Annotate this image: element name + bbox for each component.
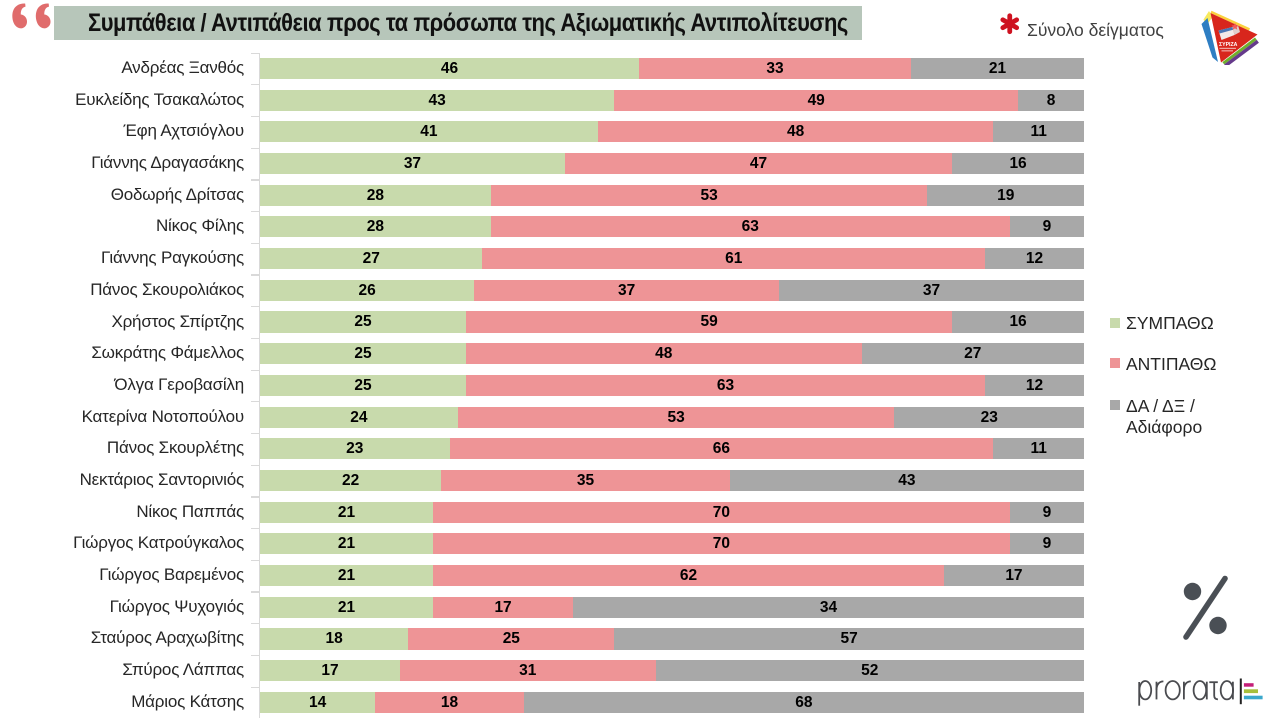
svg-text:ΣΥΡΙΖΑ: ΣΥΡΙΖΑ bbox=[1219, 42, 1238, 48]
